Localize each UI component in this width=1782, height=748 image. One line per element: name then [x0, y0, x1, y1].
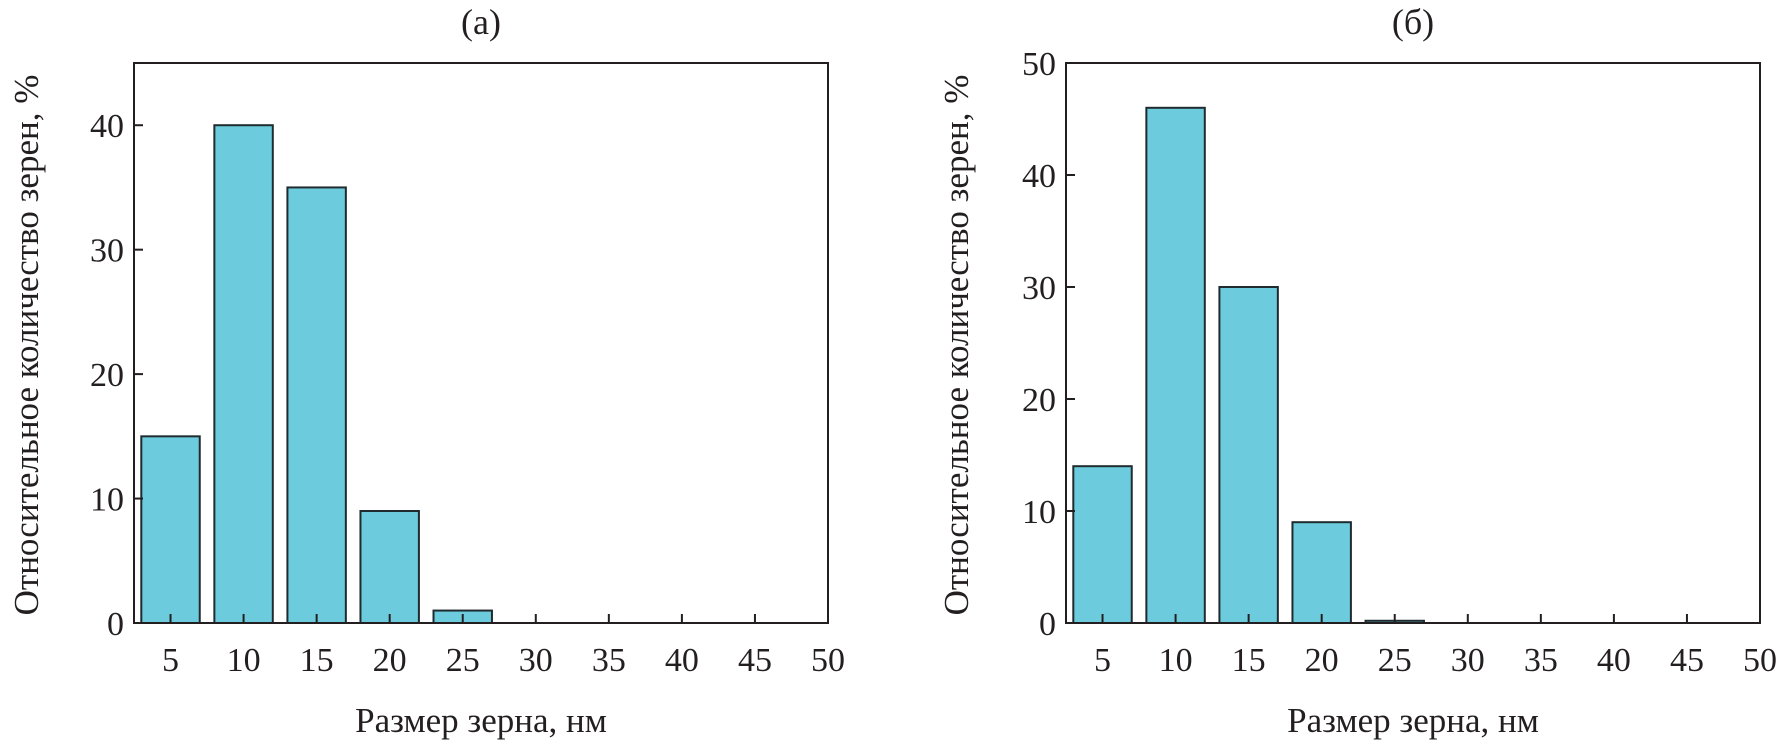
x-tick-label: 15: [1232, 642, 1266, 679]
y-tick-label: 10: [90, 482, 124, 519]
y-tick-label: 40: [90, 108, 124, 145]
chart-panel-2: 5 10 15 20 25 30 35 40 45 50 0 10 20 30 40 50 (б) Размер …: [937, 2, 1777, 740]
x-tick-label: 20: [1305, 642, 1339, 679]
chart-panel-1: 5 10 15 20 25 30 35 40 45 50 0 10 20 30 40 (а) Размер зе…: [7, 2, 845, 740]
bar-15: [1218, 286, 1279, 624]
x-tick-label: 25: [446, 642, 480, 679]
y-axis-title: Относительное количество зерен, %: [7, 75, 46, 616]
x-tick-label: 35: [592, 642, 626, 679]
x-tick-label: 20: [373, 642, 407, 679]
y-tick-label: 50: [1022, 46, 1056, 83]
bar-5: [1072, 465, 1133, 625]
x-tick-label: 15: [300, 642, 334, 679]
x-tick-label: 35: [1524, 642, 1558, 679]
x-tick-label: 40: [665, 642, 699, 679]
plot-frame: [1065, 62, 1761, 624]
bar-10: [213, 124, 274, 624]
plot-frame: [133, 62, 829, 624]
x-axis-title: Размер зерна, нм: [355, 701, 607, 740]
y-tick-label: 20: [1022, 382, 1056, 419]
panel-title: (б): [1392, 2, 1434, 42]
x-tick-label: 25: [1378, 642, 1412, 679]
y-tick-label: 0: [1039, 606, 1056, 643]
y-tick-label: 40: [1022, 158, 1056, 195]
y-tick-label: 20: [90, 357, 124, 394]
x-tick-label: 30: [519, 642, 553, 679]
x-tick-label: 40: [1597, 642, 1631, 679]
x-tick-label: 10: [1159, 642, 1193, 679]
y-tick-label: 10: [1022, 494, 1056, 531]
bar-20: [359, 510, 420, 624]
x-tick-label: 5: [1094, 642, 1111, 679]
x-tick-label: 10: [227, 642, 261, 679]
panel-title: (а): [461, 2, 501, 42]
y-tick-label: 30: [1022, 270, 1056, 307]
y-tick-label: 0: [107, 606, 124, 643]
y-axis-title: Относительное количество зерен, %: [937, 75, 976, 616]
bar-10: [1145, 106, 1206, 625]
x-tick-label: 45: [1670, 642, 1704, 679]
bar-5: [140, 435, 201, 625]
bar-15: [286, 186, 347, 624]
bar-20: [1291, 521, 1352, 625]
x-tick-label: 30: [1451, 642, 1485, 679]
y-tick-label: 30: [90, 233, 124, 270]
x-tick-label: 50: [1743, 642, 1777, 679]
x-tick-label: 45: [738, 642, 772, 679]
x-tick-label: 5: [162, 642, 179, 679]
x-tick-label: 50: [811, 642, 845, 679]
x-axis-title: Размер зерна, нм: [1287, 701, 1539, 740]
